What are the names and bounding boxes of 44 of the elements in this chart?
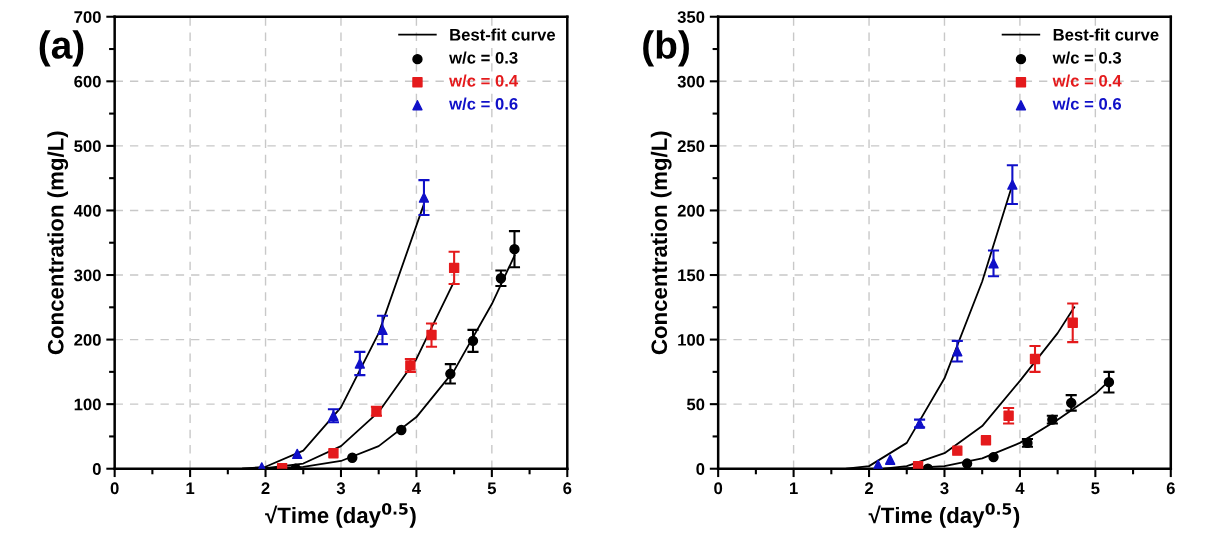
y-tick-label: 0: [696, 463, 705, 475]
y-tick-label: 300: [74, 269, 101, 282]
y-tick-label: 200: [677, 204, 705, 217]
y-tick-label: 600: [74, 75, 101, 88]
legend-label: w/c = 0.6: [1052, 97, 1122, 110]
y-tick-label: 50: [686, 398, 705, 411]
legend-label: w/c = 0.3: [1052, 51, 1122, 64]
x-tick-label: 0: [714, 482, 723, 495]
legend-label: w/c = 0.6: [449, 97, 518, 110]
x-tick-label: 0: [110, 482, 119, 495]
y-tick-label: 350: [677, 11, 705, 23]
x-tick-label: 1: [186, 482, 195, 494]
y-axis-title: Concentration (mg/L): [650, 131, 672, 355]
y-tick-label: 100: [678, 333, 705, 346]
x-axis-title: √Time (day$^{0.5}$): [868, 503, 1020, 528]
legend-label: w/c = 0.3: [449, 51, 518, 64]
x-tick-label: 1: [790, 482, 798, 494]
x-tick-label: 4: [412, 482, 421, 494]
y-tick-label: 700: [74, 11, 101, 23]
x-tick-label: 3: [336, 482, 346, 495]
y-axis-title: Concentration (mg/L): [47, 131, 69, 355]
x-tick-label: 6: [563, 482, 572, 495]
x-tick-label: 2: [864, 482, 874, 494]
y-tick-label: 500: [74, 140, 101, 153]
legend-label: Best-fit curve: [450, 28, 556, 41]
x-tick-label: 5: [487, 482, 497, 495]
x-axis-title: √Time (day$^{0.5}$): [265, 503, 416, 528]
y-tick-label: 250: [677, 140, 705, 153]
x-tick-label: 6: [1166, 482, 1175, 495]
y-tick-label: 300: [677, 75, 705, 88]
legend-label: w/c = 0.4: [1052, 74, 1122, 87]
legend-label: w/c = 0.4: [449, 74, 519, 87]
legend-label: Best-fit curve: [1053, 28, 1159, 41]
text: (b): [643, 30, 689, 67]
x-tick-label: 5: [1091, 482, 1100, 495]
x-tick-label: 4: [1015, 482, 1025, 494]
y-tick-label: 0: [92, 463, 101, 475]
y-tick-label: 200: [74, 333, 101, 346]
x-tick-label: 2: [261, 482, 270, 494]
x-tick-label: 3: [940, 482, 949, 495]
y-tick-label: 400: [73, 204, 101, 217]
y-tick-label: 100: [74, 398, 101, 411]
text: (a): [39, 30, 84, 67]
y-tick-label: 150: [678, 269, 705, 282]
